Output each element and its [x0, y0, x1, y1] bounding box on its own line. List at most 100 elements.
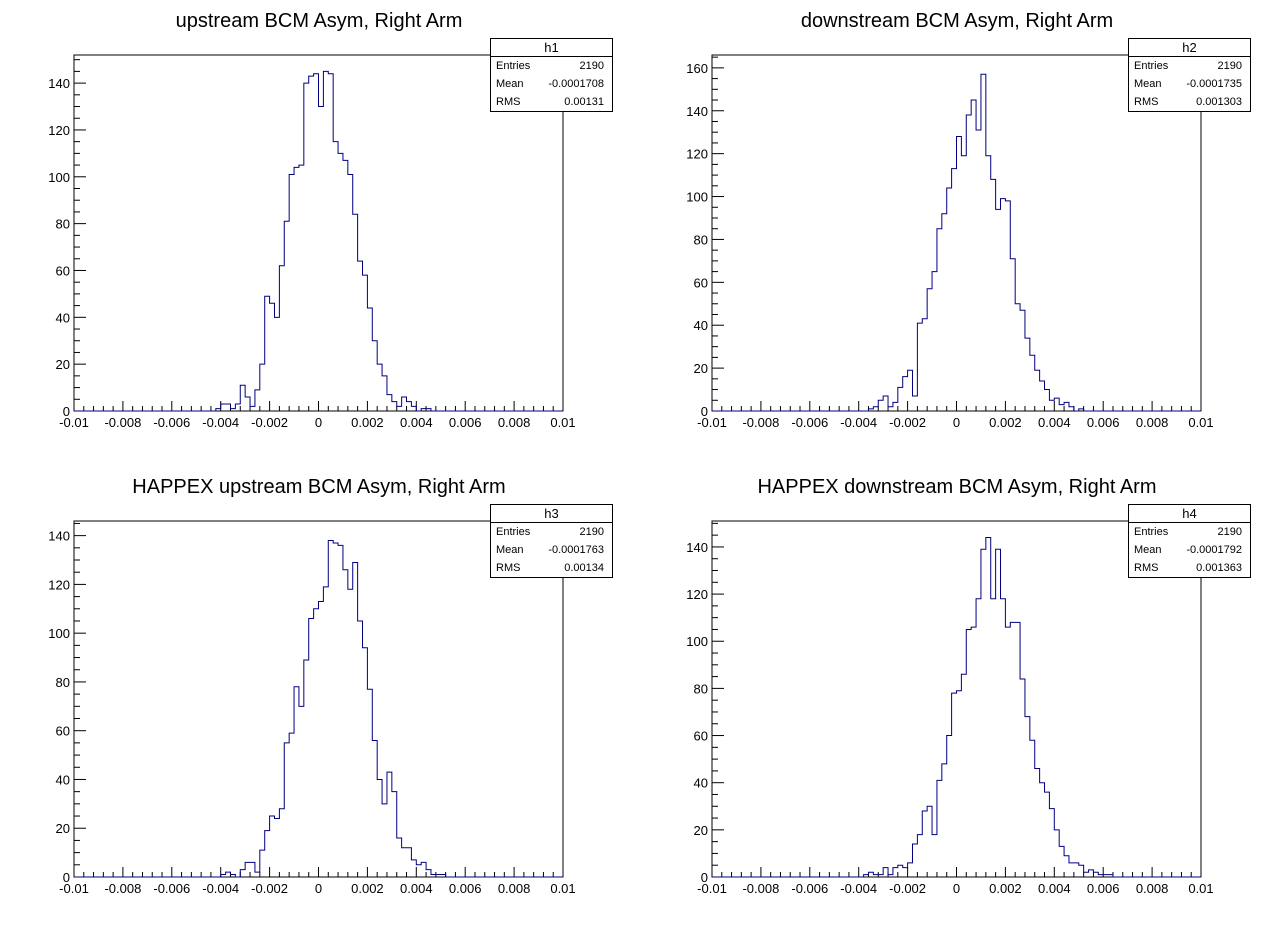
x-tick-label: -0.01	[59, 881, 89, 896]
chart-title: HAPPEX downstream BCM Asym, Right Arm	[757, 476, 1157, 498]
x-tick-label: -0.01	[697, 415, 727, 430]
x-tick-label: -0.01	[697, 881, 727, 896]
x-tick-label: 0.006	[449, 415, 482, 430]
x-tick-label: 0	[315, 415, 322, 430]
x-tick-label: -0.004	[840, 881, 877, 896]
stats-mean-value: -0.0001708	[548, 78, 604, 90]
y-tick-label: 80	[694, 681, 708, 696]
stats-mean-value: -0.0001763	[548, 544, 604, 556]
stats-box: h1 Entries 2190 Mean -0.0001708 RMS 0.00131	[490, 38, 613, 112]
y-tick-label: 40	[694, 776, 708, 791]
y-tick-label: 60	[694, 729, 708, 744]
stats-rms-value: 0.001303	[1196, 96, 1242, 108]
x-tick-label: -0.002	[889, 415, 926, 430]
y-tick-label: 100	[48, 626, 70, 641]
stats-histogram-name: h4	[1129, 505, 1250, 523]
x-tick-label: -0.004	[840, 415, 877, 430]
y-tick-label: 140	[686, 540, 708, 555]
x-tick-label: -0.006	[153, 415, 190, 430]
x-tick-label: -0.008	[104, 881, 141, 896]
y-tick-label: 120	[686, 587, 708, 602]
x-tick-label: -0.008	[742, 881, 779, 896]
stats-rms-value: 0.00131	[564, 96, 604, 108]
x-tick-label: 0.002	[351, 881, 384, 896]
stats-mean-label: Mean	[496, 78, 524, 90]
x-tick-label: 0.01	[550, 881, 575, 896]
y-tick-label: 0	[701, 870, 708, 885]
histogram-series-line	[74, 540, 563, 878]
x-tick-label: -0.004	[202, 881, 239, 896]
y-tick-label: 140	[48, 529, 70, 544]
y-tick-label: 40	[694, 318, 708, 333]
y-tick-label: 80	[694, 232, 708, 247]
x-tick-label: -0.006	[153, 881, 190, 896]
y-tick-label: 40	[56, 310, 70, 325]
stats-entries-value: 2190	[1217, 526, 1242, 538]
stats-rms-value: 0.001363	[1196, 562, 1242, 574]
stats-rms-label: RMS	[496, 562, 521, 574]
x-tick-label: 0.01	[550, 415, 575, 430]
y-tick-label: 20	[56, 357, 70, 372]
x-tick-label: 0.006	[449, 881, 482, 896]
x-tick-label: -0.002	[889, 881, 926, 896]
stats-histogram-name: h1	[491, 39, 612, 57]
x-tick-label: 0.004	[1038, 415, 1071, 430]
chart-title: HAPPEX upstream BCM Asym, Right Arm	[132, 476, 506, 498]
y-tick-label: 80	[56, 675, 70, 690]
y-tick-label: 20	[694, 361, 708, 376]
x-tick-label: 0.008	[498, 881, 531, 896]
stats-entries-value: 2190	[579, 60, 604, 72]
histogram-series-line	[712, 537, 1201, 878]
y-tick-label: 100	[686, 634, 708, 649]
histogram-h4: -0.01 -0.008 -0.006 -0.004 -0.002 0 0.002 0.004…	[686, 520, 1214, 896]
x-tick-label: -0.01	[59, 415, 89, 430]
y-tick-label: 120	[48, 123, 70, 138]
y-tick-label: 60	[56, 724, 70, 739]
stats-mean-label: Mean	[1134, 544, 1162, 556]
stats-entries-value: 2190	[1217, 60, 1242, 72]
y-tick-label: 80	[56, 217, 70, 232]
x-tick-label: -0.002	[251, 881, 288, 896]
y-tick-label: 160	[686, 61, 708, 76]
chart-title: downstream BCM Asym, Right Arm	[800, 10, 1114, 32]
stats-rms-label: RMS	[1134, 562, 1159, 574]
y-tick-label: 100	[686, 190, 708, 205]
stats-mean-label: Mean	[1134, 78, 1162, 90]
y-tick-label: 0	[701, 404, 708, 419]
stats-mean-value: -0.0001792	[1186, 544, 1242, 556]
stats-mean-label: Mean	[496, 544, 524, 556]
x-tick-label: 0.008	[1136, 881, 1169, 896]
y-tick-label: 0	[63, 404, 70, 419]
y-tick-label: 100	[48, 170, 70, 185]
stats-box: h2 Entries 2190 Mean -0.0001735 RMS 0.00130…	[1128, 38, 1251, 112]
histogram-pad-h1: -0.01 -0.008 -0.006 -0.004 -0.002 0 0.002 0.004…	[0, 0, 638, 466]
histogram-pad-h3: -0.01 -0.008 -0.006 -0.004 -0.002 0 0.002 0.004…	[0, 466, 638, 932]
stats-mean-value: -0.0001735	[1186, 78, 1242, 90]
y-tick-label: 40	[56, 772, 70, 787]
y-tick-label: 120	[48, 577, 70, 592]
x-tick-label: -0.006	[791, 415, 828, 430]
stats-histogram-name: h3	[491, 505, 612, 523]
x-tick-label: -0.006	[791, 881, 828, 896]
x-tick-label: 0.002	[351, 415, 384, 430]
stats-entries-label: Entries	[496, 526, 531, 538]
histogram-h1: -0.01 -0.008 -0.006 -0.004 -0.002 0 0.002 0.004…	[48, 54, 576, 430]
y-tick-label: 20	[56, 821, 70, 836]
x-tick-label: 0.002	[989, 881, 1022, 896]
y-tick-label: 20	[694, 823, 708, 838]
x-tick-label: 0	[953, 881, 960, 896]
stats-entries-label: Entries	[1134, 526, 1169, 538]
y-tick-label: 120	[686, 147, 708, 162]
x-tick-label: -0.008	[742, 415, 779, 430]
histogram-pad-h2: -0.01 -0.008 -0.006 -0.004 -0.002 0 0.002 0.004…	[638, 0, 1276, 466]
x-tick-label: 0.01	[1188, 881, 1213, 896]
x-tick-label: 0.006	[1087, 415, 1120, 430]
stats-rms-value: 0.00134	[564, 562, 604, 574]
y-tick-label: 140	[686, 104, 708, 119]
chart-title: upstream BCM Asym, Right Arm	[175, 10, 463, 32]
x-tick-label: -0.004	[202, 415, 239, 430]
stats-histogram-name: h2	[1129, 39, 1250, 57]
x-tick-label: 0.008	[1136, 415, 1169, 430]
x-tick-label: 0.008	[498, 415, 531, 430]
y-tick-label: 140	[48, 76, 70, 91]
